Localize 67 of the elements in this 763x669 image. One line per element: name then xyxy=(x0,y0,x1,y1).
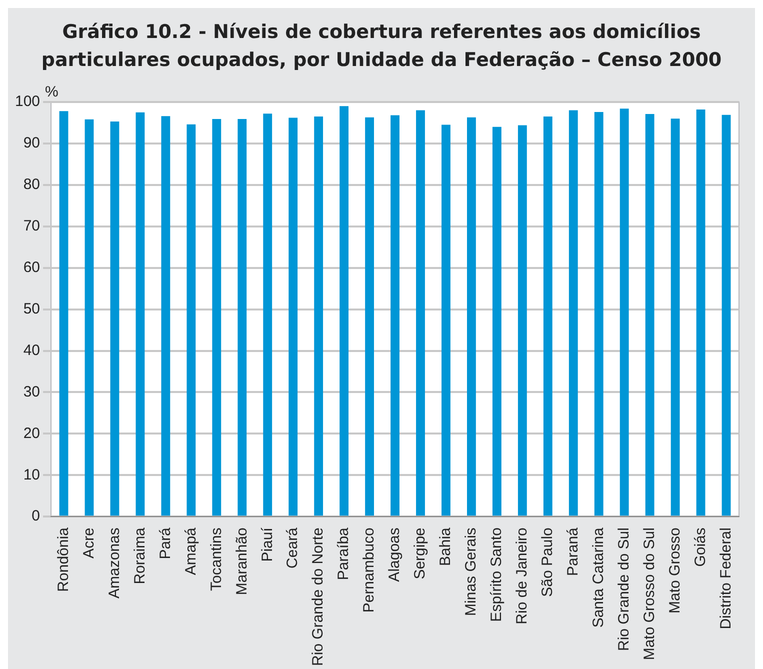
y-tick-label: 100 xyxy=(14,93,40,110)
y-tick-label: 80 xyxy=(23,176,40,194)
y-tick-label: 90 xyxy=(23,134,40,152)
bar xyxy=(696,109,706,516)
bar xyxy=(161,116,170,516)
y-tick-label: 0 xyxy=(32,508,40,525)
x-tick-label: Paraná xyxy=(564,526,582,576)
y-tick-label: 20 xyxy=(23,424,40,442)
x-tick-label: Rio Grande do Norte xyxy=(310,528,327,666)
bar xyxy=(645,114,654,516)
bar xyxy=(390,115,400,516)
bar xyxy=(84,119,94,516)
x-tick-label: São Paulo xyxy=(539,528,556,597)
x-tick-label: Goiás xyxy=(692,528,709,567)
y-tick-label: 10 xyxy=(23,466,40,484)
x-tick-label: Tocantins xyxy=(208,528,225,591)
bar xyxy=(416,110,425,516)
y-tick-label: 60 xyxy=(23,258,40,276)
x-tick-label: Minas Gerais xyxy=(462,528,480,616)
bar xyxy=(314,116,324,516)
y-tick-label: 50 xyxy=(23,300,40,318)
x-tick-label: Maranhão xyxy=(233,528,250,596)
x-tick-label: Amazonas xyxy=(106,528,123,598)
x-tick-label: Espírito Santo xyxy=(488,528,506,622)
x-tick-label: Mato Grosso xyxy=(666,528,684,614)
x-tick-label: Mato Grosso do Sul xyxy=(640,528,658,660)
x-tick-label: Paraíba xyxy=(335,526,352,580)
bar xyxy=(518,125,527,516)
y-tick-label: 40 xyxy=(23,342,40,359)
bar xyxy=(263,114,272,516)
x-tick-label: Acre xyxy=(80,528,98,558)
y-axis-title: % xyxy=(45,84,58,101)
x-tick-label: Amapá xyxy=(182,526,200,576)
x-tick-label: Rio Grande do Sul xyxy=(615,528,632,651)
bar xyxy=(492,126,502,516)
x-tick-label: Pará xyxy=(156,526,174,560)
x-tick-label: Alagoas xyxy=(386,528,404,582)
bar xyxy=(340,106,349,516)
bar xyxy=(722,114,731,516)
y-tick-label: 30 xyxy=(23,383,40,400)
x-tick-label: Ceará xyxy=(284,526,302,568)
x-tick-label: Santa Catarina xyxy=(590,526,607,628)
bar xyxy=(238,119,247,516)
bar xyxy=(670,118,680,516)
x-tick-label: Rio de Janeiro xyxy=(514,528,531,624)
x-tick-label: Bahia xyxy=(437,526,454,566)
bar xyxy=(212,119,222,516)
bar xyxy=(543,116,552,516)
bar xyxy=(365,117,374,516)
bar xyxy=(568,110,578,516)
bar xyxy=(288,118,298,516)
x-tick-label: Rondônia xyxy=(54,526,72,592)
chart-title: Gráfico 10.2 - Níveis de cobertura referentes aos domicílios particulares ocupados, por Unidade da Federação – Censo 2000 xyxy=(40,20,723,73)
x-tick-label: Roraima xyxy=(131,526,148,584)
y-tick-label: 70 xyxy=(23,218,40,235)
bar xyxy=(186,124,196,516)
bar xyxy=(594,112,604,516)
bar xyxy=(620,108,629,516)
bar xyxy=(110,121,120,516)
x-tick-label: Pernambuco xyxy=(360,528,378,613)
bar xyxy=(466,117,476,516)
bar xyxy=(59,111,68,516)
x-tick-label: Piauí xyxy=(258,526,276,562)
bar xyxy=(442,124,450,516)
x-tick-label: Distrito Federal xyxy=(717,528,734,630)
bar xyxy=(136,112,145,516)
x-tick-label: Sergipe xyxy=(412,528,429,580)
